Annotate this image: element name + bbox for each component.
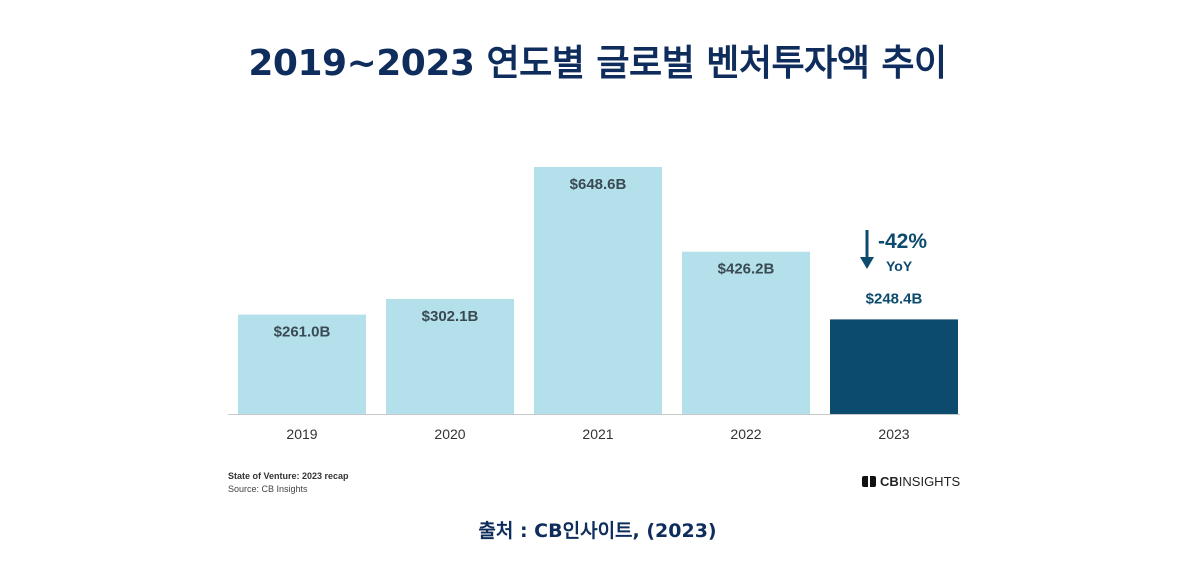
report-title: State of Venture: 2023 recap (228, 471, 349, 481)
x-tick-label-2023: 2023 (878, 426, 909, 442)
source-caption: 출처 : CB인사이트, (2023) (478, 520, 717, 542)
value-label-2023: $248.4B (866, 290, 923, 307)
cb-insights-logo: CBINSIGHTS (862, 474, 960, 489)
change-annotation-yoy: YoY (886, 258, 913, 274)
change-annotation: -42% (878, 230, 927, 253)
cb-logo-icon (862, 476, 876, 487)
x-tick-label-2022: 2022 (730, 426, 761, 442)
x-tick-label-2020: 2020 (434, 426, 465, 442)
bar-2021 (534, 167, 662, 414)
value-label-2020: $302.1B (422, 308, 479, 325)
down-arrow-head-icon (860, 257, 874, 269)
bar-2019 (238, 314, 366, 414)
logo-bold-text: CB (880, 474, 899, 489)
x-tick-label-2021: 2021 (582, 426, 613, 442)
bar-2022 (682, 251, 810, 414)
bar-2020 (386, 298, 514, 414)
source-note: Source: CB Insights (228, 484, 308, 494)
logo-rest-text: INSIGHTS (898, 474, 961, 489)
value-label-2019: $261.0B (274, 324, 331, 341)
chart-title: 2019~2023 연도별 글로벌 벤처투자액 추이 (248, 43, 947, 84)
value-label-2022: $426.2B (718, 261, 775, 278)
x-tick-label-2019: 2019 (286, 426, 317, 442)
bar-2023 (830, 319, 958, 414)
value-label-2021: $648.6B (570, 176, 627, 193)
